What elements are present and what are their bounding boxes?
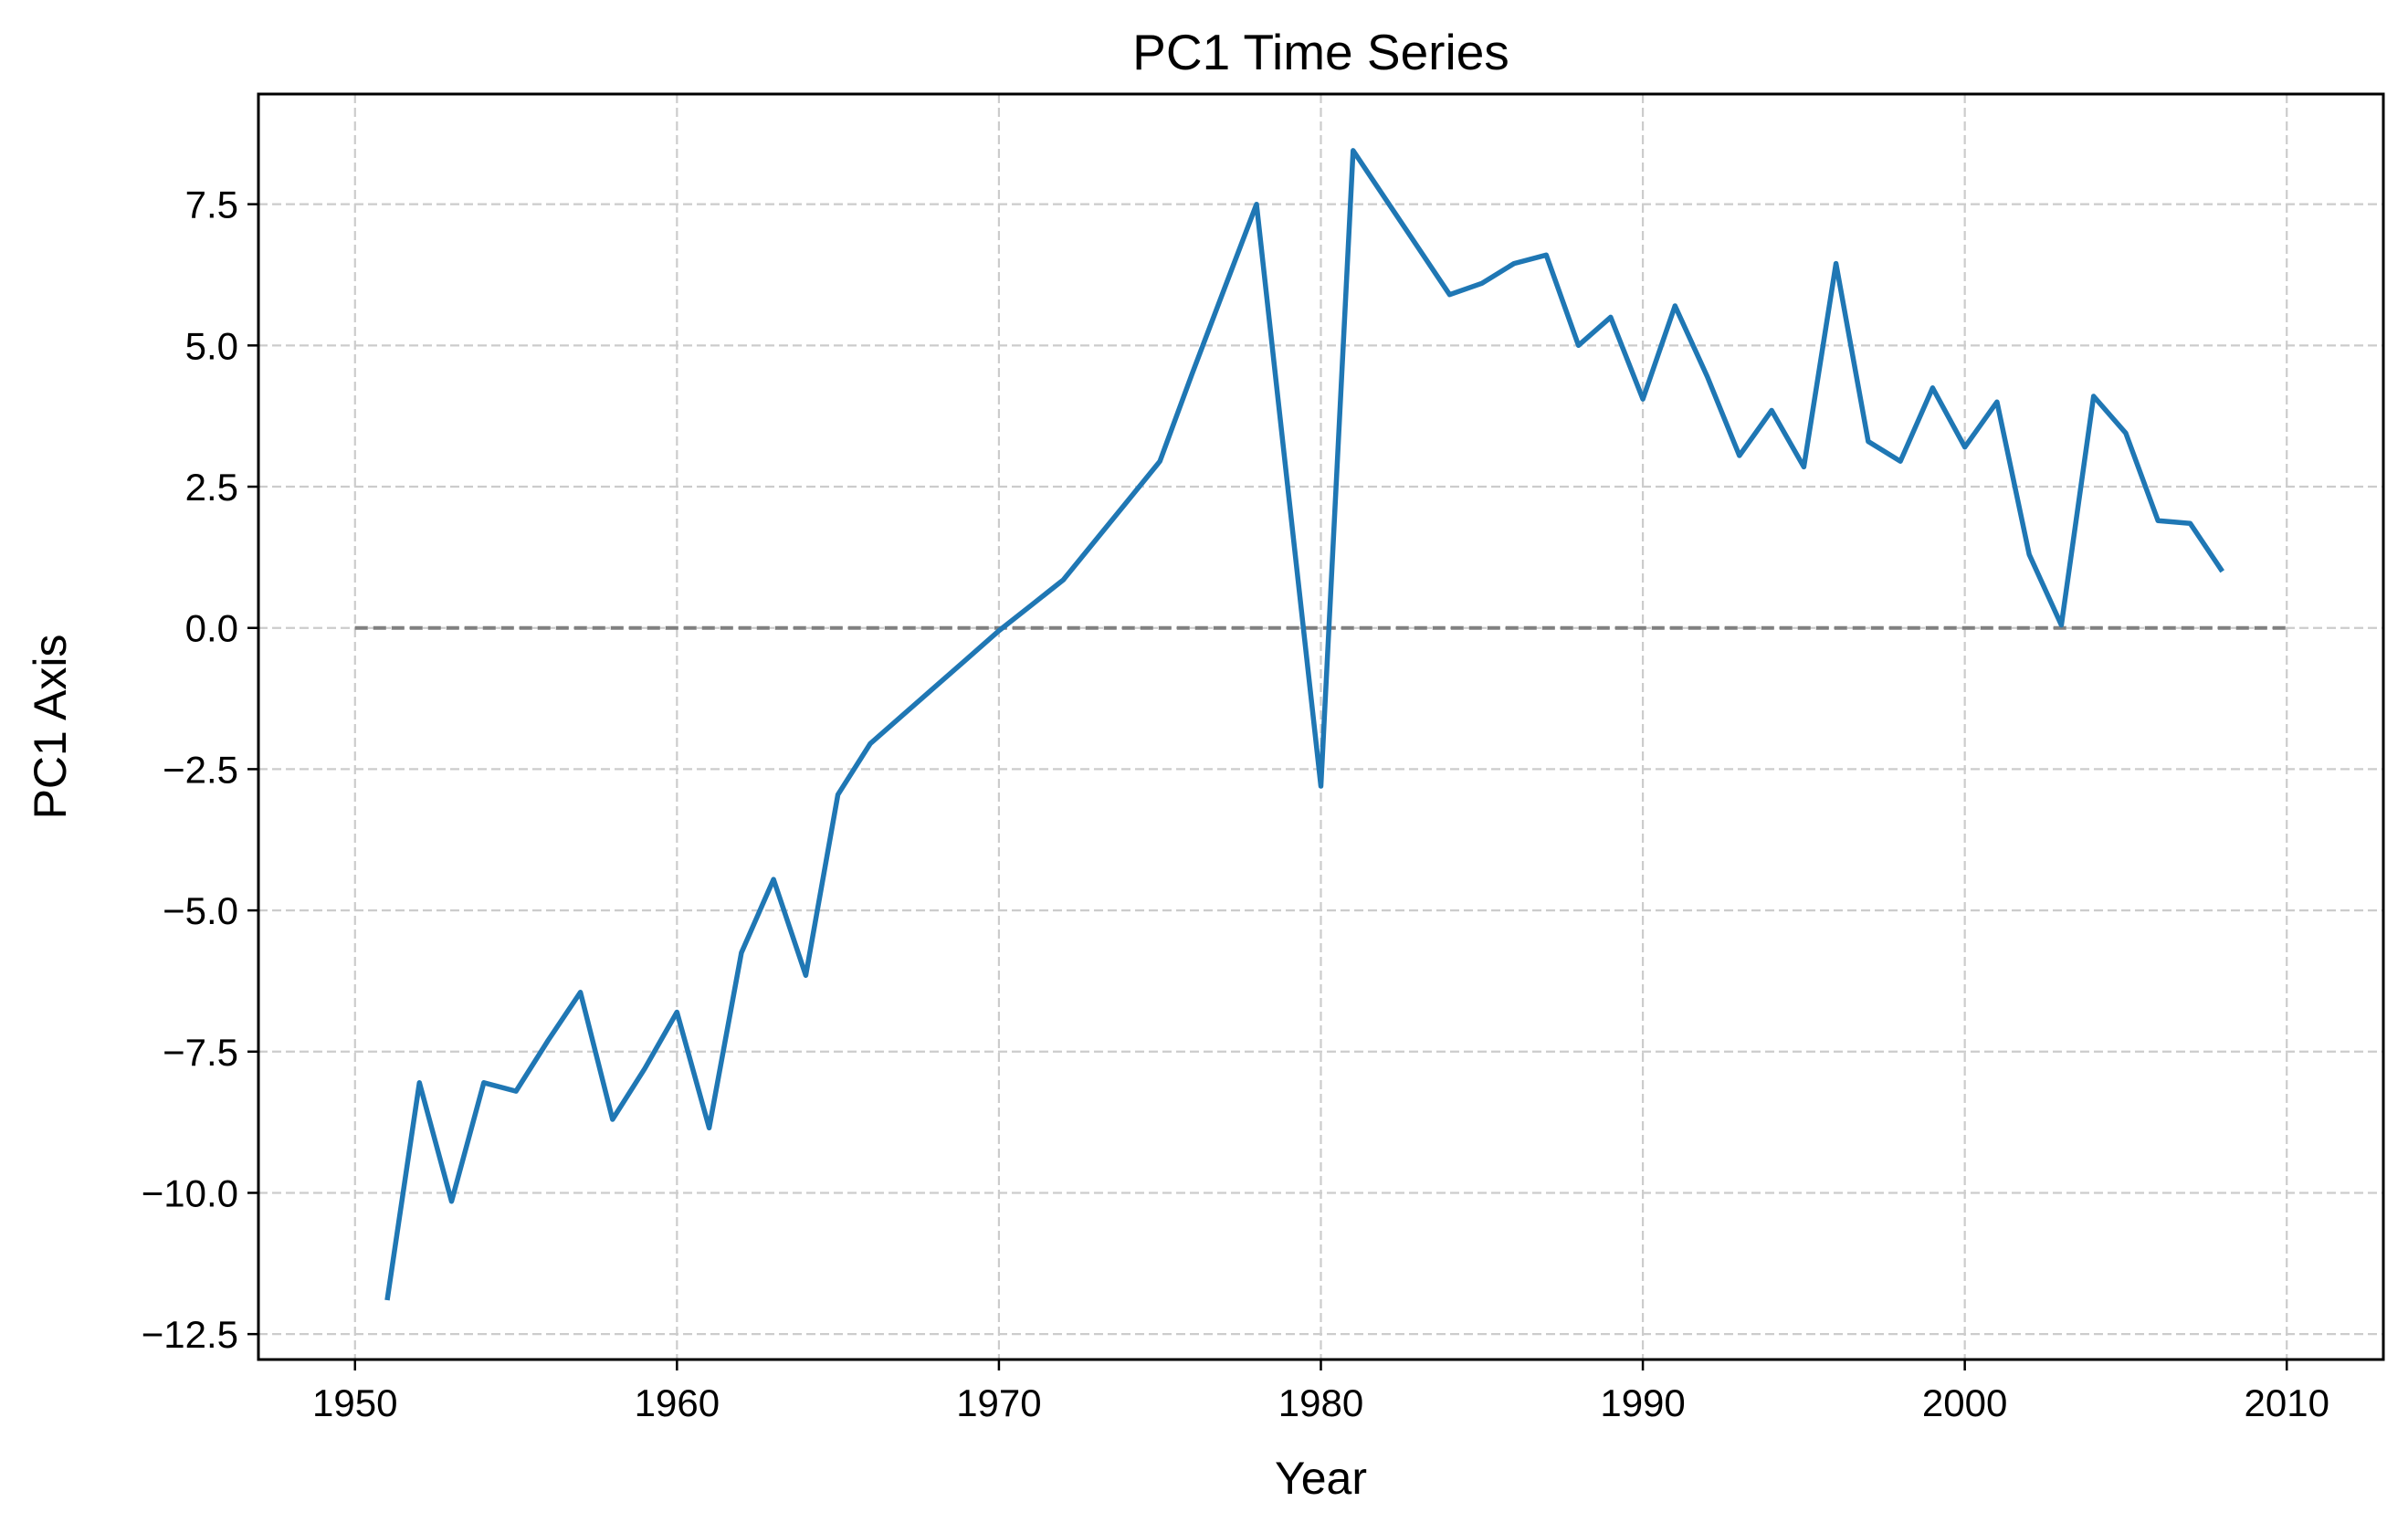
y-axis-ticks: −12.5 −10.0 −7.5 −5.0 −2.5 0.0 2.5 5.0 7.5 <box>142 184 258 1356</box>
y-tick-label: −12.5 <box>142 1313 238 1356</box>
x-tick-label: 2010 <box>2245 1381 2329 1424</box>
x-tick-label: 1970 <box>956 1381 1041 1424</box>
y-tick-label: −7.5 <box>163 1031 238 1074</box>
series-layer <box>384 148 2224 1301</box>
y-axis-label: PC1 Axis <box>25 635 76 820</box>
x-axis-ticks: 1950 1960 1970 1980 1990 2000 2010 <box>312 1360 2329 1424</box>
y-tick-label: 0.0 <box>185 607 238 650</box>
x-tick-label: 1980 <box>1278 1381 1363 1424</box>
y-tick-label: 2.5 <box>185 466 238 509</box>
x-tick-label: 1950 <box>312 1381 397 1424</box>
x-tick-label: 2000 <box>1922 1381 2007 1424</box>
y-tick-label: −2.5 <box>163 748 238 791</box>
pc1-series-line <box>384 148 2224 1301</box>
y-tick-label: −5.0 <box>163 889 238 932</box>
x-tick-label: 1990 <box>1600 1381 1685 1424</box>
x-axis-label: Year <box>1275 1453 1367 1504</box>
x-tick-label: 1960 <box>635 1381 720 1424</box>
y-tick-label: 5.0 <box>185 324 238 367</box>
y-tick-label: −10.0 <box>142 1171 238 1214</box>
y-tick-label: 7.5 <box>185 184 238 226</box>
chart-title: PC1 Time Series <box>1132 24 1509 80</box>
